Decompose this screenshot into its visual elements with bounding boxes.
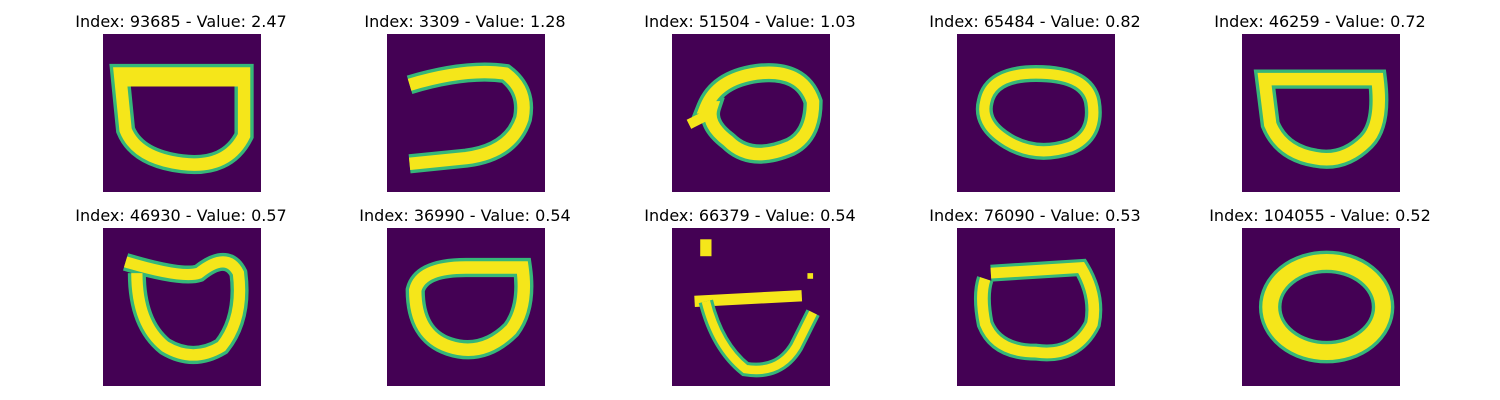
panel-title: Index: 76090 - Value: 0.53	[929, 206, 1141, 225]
digit-image	[1242, 34, 1400, 192]
digit-image	[672, 34, 830, 192]
panel-title: Index: 3309 - Value: 1.28	[364, 12, 566, 31]
panel-title: Index: 93685 - Value: 2.47	[75, 12, 287, 31]
panel-title: Index: 36990 - Value: 0.54	[359, 206, 571, 225]
panel-title: Index: 65484 - Value: 0.82	[929, 12, 1141, 31]
digit-image	[103, 34, 261, 192]
digit-image	[957, 34, 1115, 192]
panel-title: Index: 46930 - Value: 0.57	[75, 206, 287, 225]
digit-image	[957, 228, 1115, 386]
digit-image	[387, 228, 545, 386]
panel-title: Index: 104055 - Value: 0.52	[1209, 206, 1431, 225]
digit-image	[672, 228, 830, 386]
digit-image	[103, 228, 261, 386]
panel-title: Index: 66379 - Value: 0.54	[644, 206, 856, 225]
digit-image	[387, 34, 545, 192]
panel-title: Index: 46259 - Value: 0.72	[1214, 12, 1426, 31]
digit-image	[1242, 228, 1400, 386]
panel-title: Index: 51504 - Value: 1.03	[644, 12, 856, 31]
